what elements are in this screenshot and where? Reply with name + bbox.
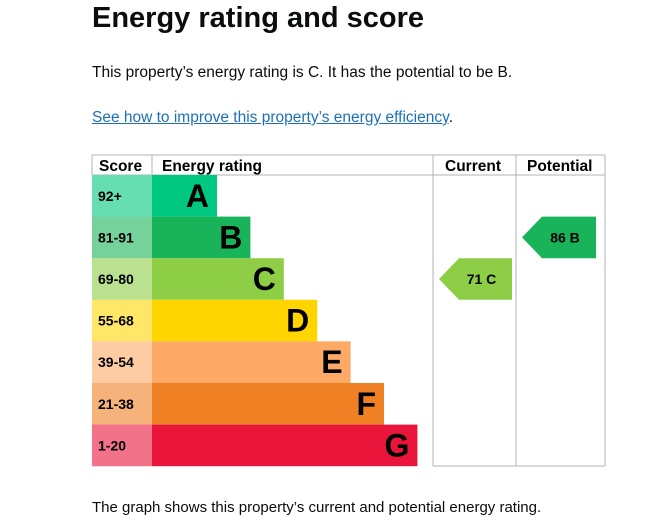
rating-letter-E: E [321, 344, 342, 380]
rating-summary: This property’s energy rating is C. It h… [92, 64, 513, 81]
score-label-E: 39-54 [98, 354, 134, 370]
rating-bar-C [152, 258, 284, 300]
score-label-F: 21-38 [98, 396, 134, 412]
chart-caption: The graph shows this property’s current … [92, 499, 542, 516]
score-cell-G [92, 424, 152, 467]
score-label-D: 55-68 [98, 313, 134, 329]
rating-bar-E [152, 341, 351, 383]
score-cell-tint [92, 216, 152, 259]
score-cell-A [92, 175, 152, 217]
score-cell-tint [92, 175, 152, 217]
score-label-A: 92+ [98, 188, 122, 204]
score-cell-E [92, 341, 152, 383]
score-cell-tint [92, 341, 152, 383]
score-label-G: 1-20 [98, 437, 126, 453]
score-label-C: 69-80 [98, 271, 134, 287]
improve-efficiency-link[interactable]: See how to improve this property’s energ… [92, 109, 449, 126]
current-arrow [439, 258, 512, 300]
rating-bar-A [152, 175, 217, 217]
link-suffix: . [448, 109, 453, 126]
rating-bar-D [152, 299, 318, 342]
rating-bar-B [152, 216, 251, 259]
rating-letter-A: A [186, 178, 209, 214]
energy-rating-chart: Score Energy rating Current Potential 92… [91, 154, 606, 467]
rating-letter-C: C [253, 261, 276, 297]
header-score: Score [99, 158, 142, 175]
header-potential: Potential [527, 158, 592, 175]
header-energy-rating: Energy rating [162, 158, 262, 175]
score-cell-tint [92, 424, 152, 467]
page-title: Energy rating and score [92, 2, 424, 34]
score-cell-C [92, 258, 152, 300]
score-cell-B [92, 216, 152, 259]
potential-arrow [522, 216, 596, 259]
rating-letter-B: B [219, 219, 242, 255]
score-cell-F [92, 383, 152, 425]
header-current: Current [445, 158, 501, 175]
rating-bar-F [152, 383, 384, 425]
score-cell-tint [92, 299, 152, 342]
rating-bar-G [152, 424, 418, 467]
score-label-B: 81-91 [98, 229, 134, 245]
current-rating-label: 71 C [467, 271, 497, 287]
score-cell-tint [92, 258, 152, 300]
rating-letter-G: G [385, 427, 410, 463]
rating-letter-D: D [286, 303, 309, 339]
rating-letter-F: F [356, 386, 376, 422]
score-cell-tint [92, 383, 152, 425]
potential-rating-label: 86 B [550, 229, 580, 245]
improve-paragraph: See how to improve this property’s energ… [92, 109, 453, 127]
score-cell-D [92, 299, 152, 342]
